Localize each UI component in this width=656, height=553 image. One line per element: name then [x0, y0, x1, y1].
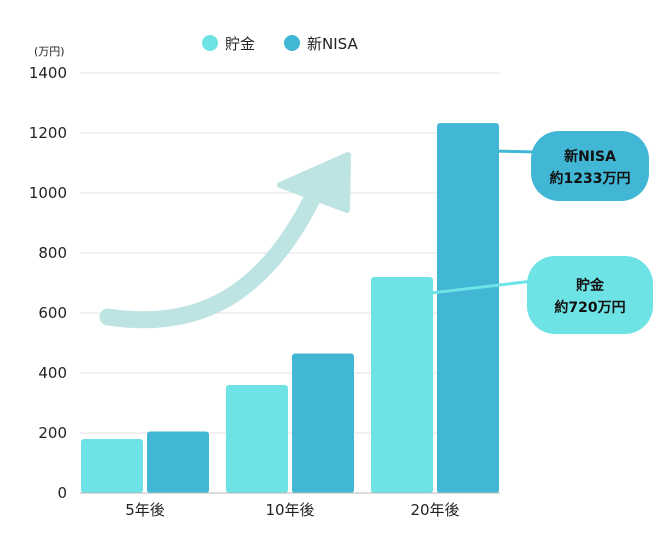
callout-connector [430, 279, 534, 295]
x-tick-label: 20年後 [410, 501, 459, 519]
bar-savings [226, 385, 288, 493]
y-tick-label: 600 [38, 304, 67, 322]
callout-value: 約720万円 [554, 299, 625, 316]
callout-value: 約1233万円 [550, 170, 631, 187]
legend-label-2: 新NISA [307, 35, 358, 53]
bar-nisa [292, 353, 354, 493]
y-tick-label: 800 [38, 244, 67, 262]
y-tick-label: 400 [38, 364, 67, 382]
bar-nisa [147, 431, 209, 493]
bar-savings [81, 439, 143, 493]
callout-bubble [527, 256, 653, 334]
trend-arrow-head [277, 152, 351, 213]
y-tick-label: 1000 [29, 184, 67, 202]
legend-marker-1 [202, 35, 218, 51]
trend-arrow-shaft [99, 169, 331, 329]
y-tick-label: 200 [38, 424, 67, 442]
legend-marker-2 [284, 35, 300, 51]
callout-bubble [531, 131, 649, 201]
legend-label-1: 貯金 [225, 35, 255, 53]
y-unit-label: (万円) [34, 45, 65, 58]
bar-nisa [437, 123, 499, 493]
x-tick-label: 5年後 [125, 501, 165, 519]
y-tick-label: 1200 [29, 124, 67, 142]
y-tick-label: 0 [57, 484, 67, 502]
callout-connector [496, 149, 538, 154]
bar-savings [371, 277, 433, 493]
callout-title: 貯金 [576, 277, 605, 294]
y-tick-label: 1400 [29, 64, 67, 82]
x-tick-label: 10年後 [265, 501, 314, 519]
callout-title: 新NISA [564, 148, 616, 165]
